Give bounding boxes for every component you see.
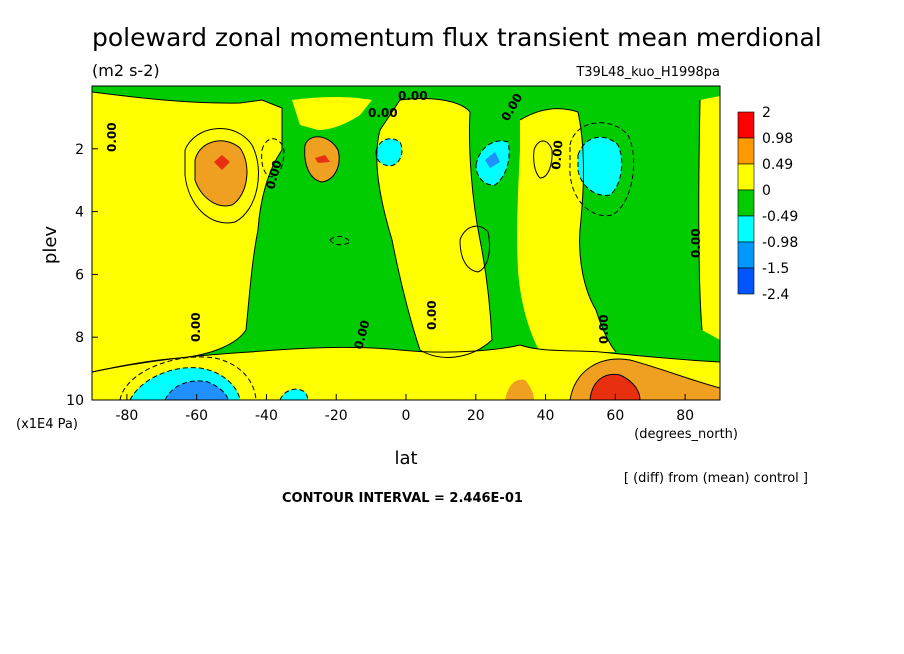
contour-neg-5 [577,136,623,196]
x-tick-label: -20 [325,408,348,424]
contour-neg-10 [119,356,257,401]
x-tick-label: 0 [402,408,411,424]
positive-regions [92,92,720,400]
region-red-2 [315,155,330,163]
region-positive-5 [698,96,720,340]
contour-pos-4 [569,358,721,401]
region-positive-2 [292,97,372,130]
legend-swatch [737,189,755,217]
contour-label: 0.00 [189,312,203,342]
plot-area: 0.00 0.00 0.00 0.00 0.00 0.00 0.00 0.00 … [91,85,721,401]
contour-pos-1 [184,128,259,224]
contour-neg-3 [375,138,403,167]
legend-label: 0.49 [762,157,793,173]
legend-label: -0.98 [762,235,798,251]
region-red-1 [214,155,230,170]
contour-pos-6 [459,225,491,273]
contour-neg-6 [569,122,635,217]
legend-swatch [737,111,755,139]
contour-zero-5 [698,99,703,331]
region-blue-2 [485,152,500,168]
region-positive-3 [376,98,492,358]
run-label: T39L48_kuo_H1998pa [575,65,720,80]
color-legend: 2 0.98 0.49 0 -0.49 -0.98 -1.5 -2.4 [737,105,798,303]
contour-label: 0.00 [105,122,119,152]
y-tick-label: 6 [75,267,84,283]
region-cyan-4 [578,137,622,196]
region-red-3 [590,374,640,400]
x-tick-label: -60 [185,408,208,424]
contour-neg-4 [475,140,510,186]
y-tick-label: 8 [75,330,84,346]
contour-neg-1 [129,367,241,401]
y-tick-label: 4 [75,205,84,221]
contour-label: 0.00 [597,314,611,344]
legend-swatch [737,137,755,165]
y-tick-label: 2 [75,142,84,158]
y-axis-label: plev [40,226,61,265]
contour-pos-2 [194,140,248,207]
contour-neg-2 [164,380,229,401]
legend-swatch [737,241,755,269]
contour-label: 0.00 [425,300,439,330]
x-tick-label: 80 [676,408,694,424]
legend-label: -2.4 [762,287,789,303]
legend-swatch [737,267,755,295]
contour-neg-7 [261,138,285,178]
diff-note: [ (diff) from (mean) control ] [624,471,808,486]
contour-pos-3 [304,136,340,183]
region-orange-4 [505,379,534,400]
region-blue-1 [165,380,228,400]
legend-label: -0.49 [762,209,798,225]
legend-swatch [737,163,755,191]
region-positive-6 [92,345,720,400]
chart-title: poleward zonal momentum flux transient m… [92,23,822,52]
contour-pos-7 [533,140,553,179]
x-tick-label: 40 [537,408,555,424]
contour-interval: CONTOUR INTERVAL = 2.446E-01 [282,491,523,506]
chart-units: (m2 s-2) [92,61,160,80]
contour-label: 0.00 [689,228,703,258]
x-tick-label: -40 [255,408,278,424]
legend-label: 2 [762,105,771,121]
contour-zero-3 [519,108,617,353]
x-tick-label: 20 [467,408,485,424]
contour-neg-9 [279,388,309,401]
negative-regions [130,137,622,400]
legend-label: -1.5 [762,261,789,277]
legend-label: 0 [762,183,771,199]
x-tick-label: 60 [606,408,624,424]
y-axis-units: (x1E4 Pa) [16,417,78,432]
contour-pos-5 [589,373,641,401]
contour-label: 0.00 [549,140,566,171]
contour-zero-4 [91,344,721,373]
x-tick-label: -80 [115,408,138,424]
x-axis-units: (degrees_north) [634,427,738,442]
x-axis: -80 -60 -40 -20 0 20 40 60 80 [115,394,694,424]
contour-label: 0.00 [368,106,398,120]
region-cyan-2 [376,138,402,166]
region-positive-4 [517,108,616,352]
contour-zero-2 [376,98,493,358]
legend-label: 0.98 [762,131,793,147]
y-axis: 2 4 6 8 10 [66,142,98,409]
contour-lines-negative [119,122,635,401]
contour-label: 0.00 [398,89,428,103]
x-axis-label: lat [394,448,417,469]
region-orange-1 [195,140,247,206]
y-tick-label: 10 [66,393,84,409]
legend-swatch [737,215,755,243]
contour-lines [91,91,721,401]
